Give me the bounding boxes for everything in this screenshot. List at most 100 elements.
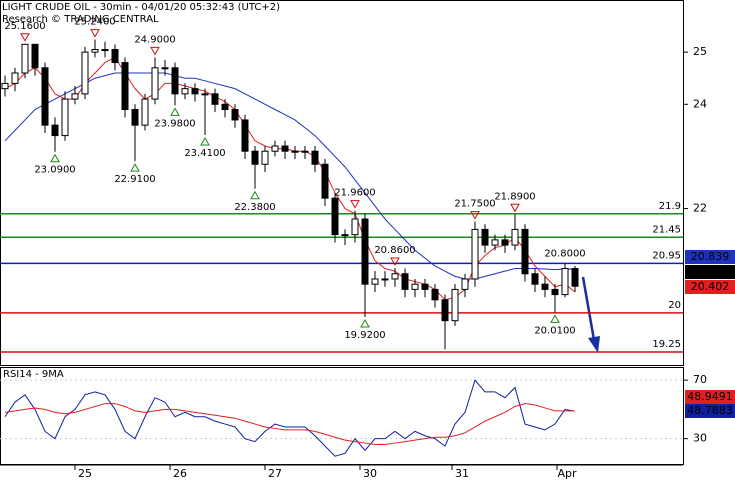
ma-short-last: 20.402 <box>691 280 730 293</box>
x-tick-label: 25 <box>78 467 92 480</box>
forecast-arrow <box>581 276 596 341</box>
candle-body <box>201 93 209 96</box>
level-label: 19.25 <box>652 339 681 350</box>
candle-body <box>521 228 529 275</box>
candle-body <box>51 124 59 137</box>
annotation: 20.8000 <box>544 248 585 259</box>
candle-body <box>291 150 299 153</box>
trough-marker <box>200 137 210 146</box>
peak-marker <box>470 211 480 220</box>
candle-body <box>501 239 509 246</box>
candle-body <box>311 150 319 165</box>
annotation: 20.8600 <box>374 245 415 256</box>
ma-long-line <box>4 72 576 280</box>
candle-body <box>391 273 399 280</box>
candle-body <box>121 62 129 110</box>
x-tick-label: 26 <box>173 467 187 480</box>
trough-marker <box>550 314 560 323</box>
annotation: 19.9200 <box>344 330 385 341</box>
close-last-box <box>685 265 735 279</box>
trough-marker <box>130 163 140 172</box>
candle-body <box>401 273 409 290</box>
candle-body <box>411 283 419 290</box>
trough-marker <box>250 190 260 200</box>
annotation: 21.7500 <box>454 199 495 210</box>
ma-short-last-box <box>685 280 735 294</box>
ma-long-last: 20.839 <box>691 250 730 263</box>
rsi-title: RSI14 - 9MA <box>3 369 64 380</box>
candle-body <box>141 98 149 126</box>
y-tick-label: 25 <box>693 45 707 58</box>
candle-body <box>551 288 559 296</box>
rsi-ma-last: 48.9491 <box>687 390 733 403</box>
ma-long-last-box <box>685 250 735 264</box>
annotation: 20.0100 <box>534 325 575 336</box>
candle-body <box>261 150 269 165</box>
peak-marker <box>150 46 160 56</box>
candle-body <box>451 288 459 322</box>
candle-body <box>471 228 479 280</box>
rsi-ma-last-box <box>685 390 735 404</box>
trough-marker <box>360 319 370 328</box>
candle-body <box>351 218 359 236</box>
candle-body <box>21 43 29 74</box>
x-tick-label: 31 <box>455 467 469 480</box>
level-label: 21.45 <box>652 224 681 235</box>
candle-body <box>221 103 229 110</box>
x-tick-label: Apr <box>557 467 577 480</box>
ma-short-line <box>4 56 576 301</box>
x-tick-label: 30 <box>363 467 377 480</box>
candle-body <box>81 51 89 95</box>
chart-subtitle: Research © TRADING CENTRAL <box>2 14 159 25</box>
forecast-arrow-head <box>588 336 600 353</box>
candle-body <box>431 288 439 301</box>
annotation: 24.9000 <box>134 34 175 45</box>
annotation: 25.2400 <box>74 17 115 28</box>
candle-body <box>541 283 549 290</box>
candle-body <box>371 278 379 285</box>
x-tick-label: 27 <box>268 467 282 480</box>
candle-body <box>11 72 19 84</box>
peak-marker <box>510 203 520 213</box>
candle-body <box>561 268 569 296</box>
rsi-last-box <box>685 404 735 418</box>
annotation: 23.0900 <box>34 165 75 176</box>
candle-body <box>211 93 219 105</box>
candle-body <box>131 109 139 126</box>
candle-body <box>381 278 389 281</box>
candle-body <box>181 88 189 95</box>
candle-body <box>361 218 369 285</box>
candle-body <box>171 67 179 95</box>
candle-body <box>251 150 259 165</box>
candle-body <box>331 197 339 236</box>
close-last: 20.51 <box>694 265 726 278</box>
candle-body <box>571 268 579 287</box>
candle-body <box>461 278 469 290</box>
y-tick-label: 22 <box>693 202 707 215</box>
candle-body <box>481 228 489 246</box>
candle-body <box>441 299 449 322</box>
peak-marker <box>20 33 30 42</box>
trough-marker <box>50 153 60 163</box>
peak-marker <box>390 257 400 267</box>
candle-body <box>491 239 499 246</box>
candle-body <box>111 49 119 64</box>
annotation: 22.3800 <box>234 202 275 213</box>
candle-body <box>1 82 9 90</box>
level-label: 20.95 <box>652 250 681 261</box>
candle-body <box>341 234 349 237</box>
level-label: 20 <box>668 300 681 311</box>
peak-marker <box>350 200 360 209</box>
candle-body <box>241 119 249 152</box>
y-tick-label: 24 <box>693 97 707 110</box>
candle-body <box>101 49 109 52</box>
candle-body <box>41 67 49 126</box>
annotation: 21.8900 <box>494 191 535 202</box>
annotation: 21.9600 <box>334 188 375 199</box>
candle-body <box>511 228 519 246</box>
trough-marker <box>170 107 180 116</box>
candle-body <box>71 93 79 100</box>
candle-body <box>31 43 39 69</box>
rsi-line <box>4 379 576 457</box>
